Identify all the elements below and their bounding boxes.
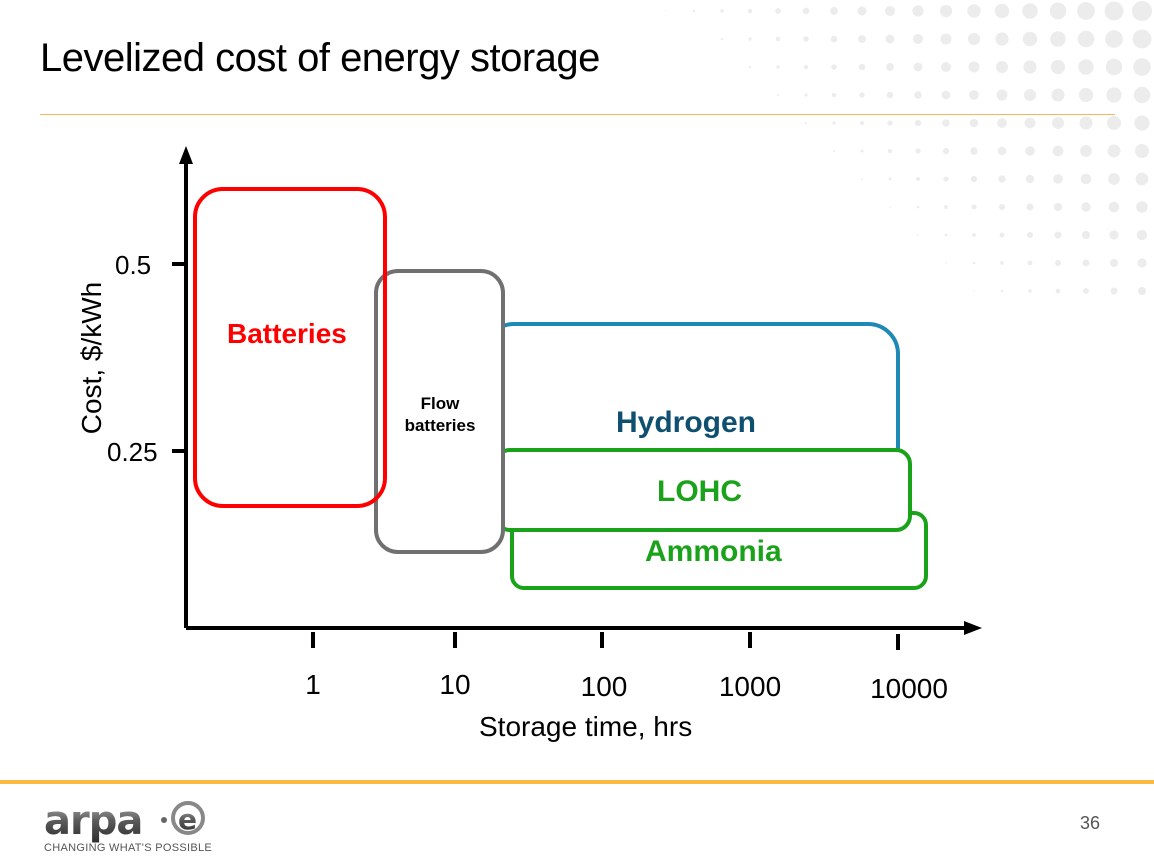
region-flow-batteries	[374, 269, 505, 554]
page-title: Levelized cost of energy storage	[40, 36, 600, 80]
x-axis-title: Storage time, hrs	[479, 711, 693, 742]
y-axis-title: Cost, $/kWh	[76, 281, 107, 435]
label-lohc: LOHC	[657, 475, 742, 508]
x-tick-1: 1	[305, 669, 321, 700]
svg-text:arpa: arpa	[44, 798, 142, 844]
x-tick-1000: 1000	[718, 671, 782, 702]
label-batteries: Batteries	[227, 318, 347, 349]
footer-divider	[0, 780, 1154, 784]
label-flow-line1: Flow	[420, 394, 460, 413]
title-divider	[40, 114, 1115, 115]
y-tick-0.25: 0.25	[107, 437, 158, 467]
x-axis	[186, 621, 982, 650]
x-tick-100: 100	[580, 671, 628, 702]
y-tick-0.5: 0.5	[115, 250, 152, 280]
label-hydrogen: Hydrogen	[616, 406, 757, 439]
storage-cost-chart	[172, 146, 982, 650]
svg-text:e: e	[178, 803, 197, 836]
logo-tagline: CHANGING WHAT'S POSSIBLE	[44, 842, 213, 854]
page-number: 36	[1080, 813, 1101, 833]
y-axis	[172, 146, 193, 628]
decorative-dot-pattern	[665, 1, 1152, 295]
label-flow-batteries: Flow batteries	[386, 393, 494, 437]
arpa-e-logo: arpa e	[44, 798, 205, 844]
label-flow-line2: batteries	[404, 416, 476, 435]
x-tick-10000: 10000	[870, 673, 948, 704]
label-ammonia: Ammonia	[645, 535, 782, 568]
x-tick-10: 10	[439, 669, 471, 700]
region-batteries	[193, 187, 387, 508]
